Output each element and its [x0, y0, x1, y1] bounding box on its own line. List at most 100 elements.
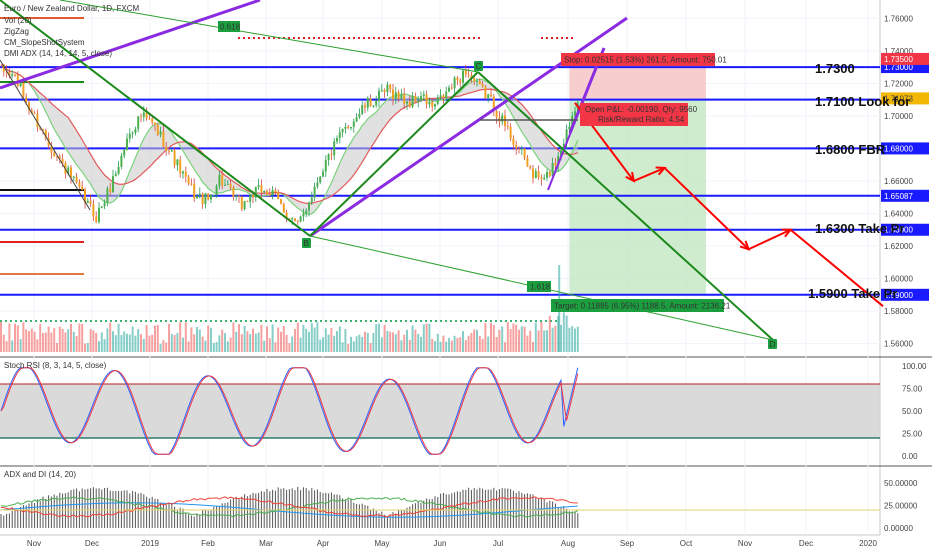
price-tick-label: 1.71073 [884, 94, 913, 103]
candle-body [184, 171, 187, 177]
volume-bar [453, 335, 456, 352]
volume-bar [44, 332, 47, 352]
price-tag-level [881, 223, 929, 236]
open-pnl-label: Open P&L: -0.00190, Qty: 9560 [585, 105, 698, 114]
candle-body [235, 195, 238, 197]
candle-body [397, 92, 400, 99]
volume-bar [78, 323, 81, 352]
candle-body [50, 145, 53, 153]
time-tick-label: Apr [317, 539, 330, 548]
volume-bar [19, 339, 22, 352]
level-label-1: 1.7300 [815, 61, 855, 76]
price-tick-label: 1.62000 [884, 242, 913, 251]
candle-body [560, 150, 562, 157]
candle-body [442, 95, 445, 98]
candle-body [154, 122, 156, 126]
target-zone [569, 99, 706, 295]
volume-bar [548, 315, 551, 352]
volume-bar [543, 330, 546, 352]
candle-body [523, 148, 526, 158]
candle-body [338, 132, 341, 138]
candle-body [145, 112, 148, 119]
volume-bar [11, 340, 14, 352]
level-label-3: 1.6800 FBR [815, 142, 886, 157]
stoch-tick-label: 100.00 [902, 362, 927, 371]
candle-body [14, 74, 16, 76]
fib-line-top [59, 0, 479, 73]
candle-body [252, 195, 254, 198]
candle-body [422, 94, 425, 97]
volume-bar [212, 343, 215, 352]
candle-body [86, 200, 89, 203]
candle-body [554, 162, 557, 166]
volume-bar [336, 331, 338, 352]
volume-bar [526, 335, 529, 352]
candle-body [218, 174, 221, 187]
volume-bar [218, 335, 221, 352]
volume-bar [291, 336, 294, 352]
candle-body [81, 186, 84, 190]
candle-body [366, 98, 369, 108]
candle-body [109, 188, 112, 192]
candle-body [355, 117, 358, 122]
volume-bar [257, 332, 260, 352]
candle-body [534, 171, 537, 178]
volume-bar [445, 341, 448, 352]
time-tick-label: Nov [738, 539, 752, 548]
candle-body [378, 90, 380, 101]
candle-body [11, 74, 14, 76]
price-tick-label: 1.64000 [884, 209, 913, 218]
price-tag-level [881, 142, 929, 155]
candle-body [2, 64, 5, 72]
candle-body [467, 74, 470, 76]
volume-bar [285, 334, 288, 352]
volume-bar [428, 323, 431, 352]
candle-body [543, 177, 546, 180]
volume-bar [39, 324, 42, 352]
price-axis[interactable] [880, 0, 932, 550]
volume-bar [235, 331, 238, 352]
candle-body [436, 97, 439, 104]
volume-bar [333, 335, 336, 352]
volume-bar [350, 336, 352, 352]
price-tick-label: 1.58000 [884, 307, 913, 316]
candle-body [490, 94, 492, 97]
volume-bar [176, 333, 179, 352]
candle-body [280, 199, 282, 204]
candle-body [238, 195, 240, 197]
volume-bar [173, 334, 176, 352]
adx-tick-label: 0.00000 [884, 524, 913, 533]
volume-bar [456, 337, 459, 352]
candle-body [120, 155, 123, 167]
candle-body [268, 194, 271, 196]
candle-body [226, 183, 229, 185]
time-tick-label: Jul [493, 539, 503, 548]
volume-bar [196, 327, 198, 352]
candle-body [299, 216, 302, 222]
candle-body [58, 156, 61, 159]
candle-body [411, 95, 414, 107]
volume-bar [296, 322, 299, 352]
candle-body [341, 128, 344, 133]
time-tick-label: Oct [680, 539, 693, 548]
volume-bar [341, 342, 344, 352]
volume-bar [338, 326, 341, 352]
svg-text:C: C [476, 62, 482, 71]
volume-bar [226, 341, 229, 352]
volume-bar [330, 327, 333, 352]
volume-bar [425, 323, 428, 352]
candle-body [156, 125, 159, 135]
candle-body [417, 100, 420, 102]
candle-body [131, 132, 134, 134]
candle-body [114, 173, 117, 177]
pnl-label-box [580, 103, 688, 126]
candle-body [193, 183, 196, 199]
volume-bar [229, 337, 232, 352]
candle-body [394, 92, 397, 100]
candle-body [562, 143, 565, 151]
candle-body [173, 150, 176, 166]
candle-body [61, 158, 64, 164]
volume-bar [117, 323, 120, 352]
volume-bar [288, 343, 291, 352]
candle-body [229, 183, 232, 188]
